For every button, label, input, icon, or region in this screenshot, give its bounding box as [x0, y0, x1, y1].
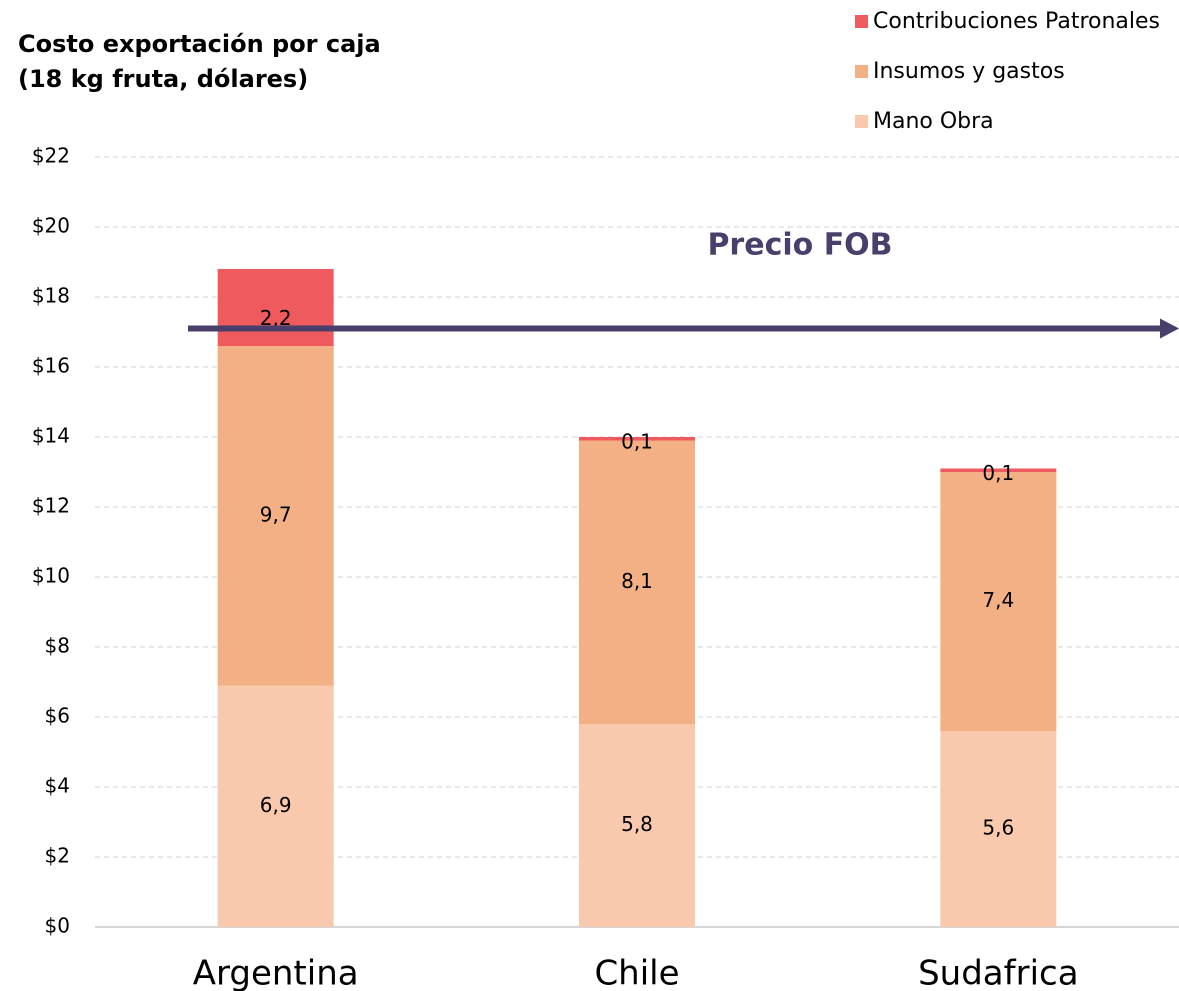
- legend-swatch: [855, 115, 868, 128]
- y-tick-label: $22: [32, 144, 70, 168]
- bar-segment: [579, 724, 695, 927]
- legend-swatch: [855, 15, 868, 28]
- data-label: 5,8: [621, 812, 653, 836]
- arrow-head: [1160, 318, 1179, 339]
- legend-swatch: [855, 65, 868, 78]
- y-tick-label: $20: [32, 214, 70, 238]
- bar-segment: [217, 269, 334, 346]
- y-tick-label: $16: [32, 354, 70, 378]
- data-label: 0,1: [982, 461, 1014, 485]
- x-tick-label: Sudafrica: [918, 954, 1078, 991]
- annotation-label: Precio FOB: [707, 228, 892, 263]
- data-label: 6,9: [260, 793, 292, 817]
- y-tick-label: $0: [45, 914, 70, 938]
- legend-label: Mano Obra: [873, 109, 994, 134]
- y-tick-label: $2: [45, 844, 70, 868]
- bar-segment: [217, 685, 334, 927]
- legend-label: Insumos y gastos: [873, 59, 1065, 84]
- y-tick-label: $18: [32, 284, 70, 308]
- y-tick-label: $12: [32, 494, 70, 518]
- chart-subtitle: (18 kg fruta, dólares): [18, 65, 308, 93]
- bar-segment: [579, 440, 695, 724]
- bar-segment: [217, 346, 334, 686]
- y-tick-label: $14: [32, 424, 70, 448]
- bar-segment: [940, 731, 1057, 927]
- y-tick-label: $10: [32, 564, 70, 588]
- data-label: 9,7: [260, 502, 292, 526]
- legend-label: Contribuciones Patronales: [873, 9, 1160, 34]
- bar-segment: [579, 437, 695, 441]
- y-tick-label: $6: [45, 704, 70, 728]
- data-label: 7,4: [982, 588, 1014, 612]
- data-label: 8,1: [621, 569, 653, 593]
- data-label: 0,1: [621, 430, 653, 454]
- chart-title: Costo exportación por caja: [18, 30, 381, 58]
- y-tick-label: $4: [45, 774, 70, 798]
- y-tick-label: $8: [45, 634, 70, 658]
- x-tick-label: Chile: [594, 954, 679, 991]
- bar-segment: [940, 472, 1057, 731]
- x-tick-label: Argentina: [193, 954, 359, 991]
- data-label: 5,6: [982, 816, 1014, 840]
- bar-segment: [940, 468, 1057, 472]
